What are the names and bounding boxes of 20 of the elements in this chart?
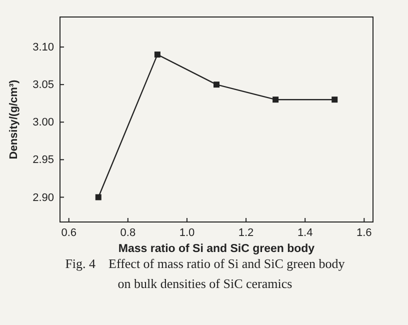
point [272, 96, 279, 103]
x-tick-label: 1.2 [238, 226, 254, 239]
x-tick-label: 1.4 [297, 226, 313, 239]
text: on bulk densities of SiC ceramics [118, 276, 292, 291]
y-tick-label: 3.10 [32, 42, 54, 54]
x-tick-label: 0.8 [120, 226, 136, 239]
x-tick-label: 1.0 [179, 226, 195, 239]
x-axis-title: Mass ratio of Si and SiC green body [118, 243, 316, 255]
y-tick-label: 3.05 [32, 79, 54, 92]
y-tick-label: 3.00 [32, 116, 54, 129]
y-axis-title: Density/(g/cm³) [8, 79, 20, 160]
point [214, 82, 220, 88]
point [95, 194, 102, 200]
y-tick-label: 2.95 [32, 154, 54, 166]
caption: Fig. 4 Effect of mass ratio of Si and SiC green body [65, 256, 346, 271]
point [332, 96, 338, 103]
point [154, 52, 160, 58]
y-tick-label: 2.90 [32, 192, 54, 204]
x-tick-label: 0.6 [61, 226, 77, 239]
x-tick-label: 1.6 [356, 226, 372, 239]
